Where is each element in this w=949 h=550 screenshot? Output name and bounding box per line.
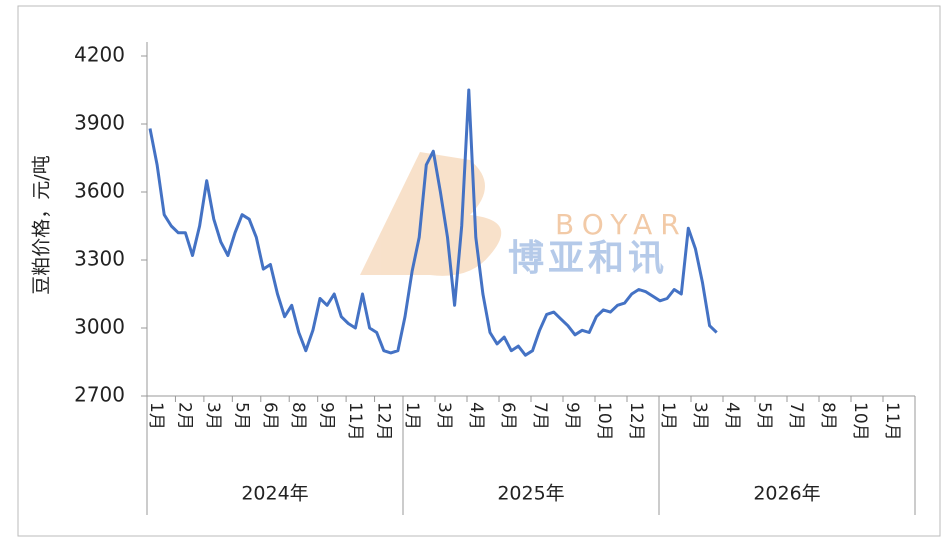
x-tick-label: 1月 bbox=[146, 402, 166, 430]
watermark-logo bbox=[360, 152, 502, 276]
x-tick-label: 8月 bbox=[288, 402, 308, 430]
x-tick-label: 11月 bbox=[882, 402, 902, 441]
x-tick-label: 4月 bbox=[722, 402, 742, 430]
y-axis-label: 豆粕价格，元/吨 bbox=[31, 155, 53, 294]
x-tick-label: 4月 bbox=[466, 402, 486, 430]
x-tick-label: 3月 bbox=[434, 402, 454, 430]
x-tick-label: 7月 bbox=[786, 402, 806, 430]
watermark-latin: BOYAR bbox=[555, 208, 688, 241]
y-tick-label: 4200 bbox=[74, 43, 125, 67]
y-tick-label: 3300 bbox=[74, 247, 125, 271]
x-tick-label: 3月 bbox=[690, 402, 710, 430]
x-tick-label: 1月 bbox=[402, 402, 422, 430]
x-tick-label: 7月 bbox=[530, 402, 550, 430]
x-tick-label: 6月 bbox=[498, 402, 518, 430]
x-tick-label: 9月 bbox=[317, 402, 337, 430]
x-tick-label: 10月 bbox=[594, 402, 614, 441]
y-tick-label: 3000 bbox=[74, 315, 125, 339]
group-label: 2026年 bbox=[753, 483, 820, 505]
x-tick-label: 8月 bbox=[818, 402, 838, 430]
watermark-chinese: 博亚和讯 bbox=[508, 238, 668, 279]
x-tick-label: 12月 bbox=[374, 402, 394, 441]
x-tick-label: 5月 bbox=[754, 402, 774, 430]
x-tick-label: 2月 bbox=[174, 402, 194, 430]
x-tick-label: 6月 bbox=[260, 402, 280, 430]
y-tick-label: 3600 bbox=[74, 179, 125, 203]
y-tick-label: 3900 bbox=[74, 111, 125, 135]
x-tick-label: 1月 bbox=[658, 402, 678, 430]
x-tick-label: 11月 bbox=[345, 402, 365, 441]
x-tick-label: 3月 bbox=[203, 402, 223, 430]
group-label: 2025年 bbox=[497, 483, 564, 505]
x-tick-label: 5月 bbox=[231, 402, 251, 430]
y-tick-label: 2700 bbox=[74, 383, 125, 407]
group-label: 2024年 bbox=[241, 483, 308, 505]
frame bbox=[17, 5, 941, 537]
x-tick-label: 10月 bbox=[850, 402, 870, 441]
watermark: BOYAR 博亚和讯 bbox=[360, 152, 688, 279]
price-line bbox=[148, 88, 718, 357]
x-tick-label: 9月 bbox=[562, 402, 582, 430]
x-tick-label: 12月 bbox=[626, 402, 646, 441]
